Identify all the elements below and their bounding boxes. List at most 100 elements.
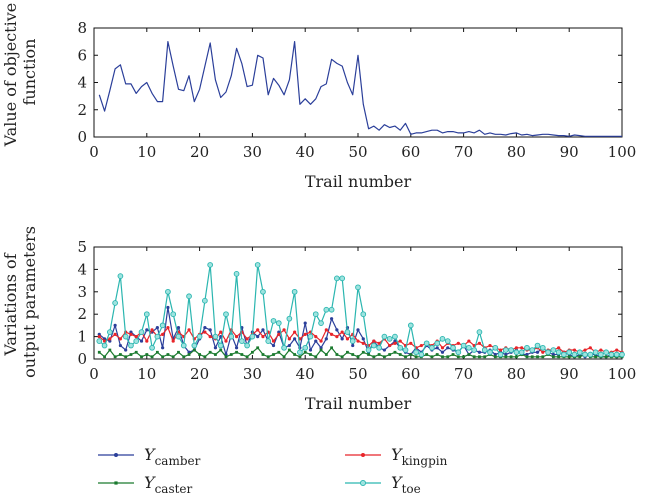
data-point (372, 355, 376, 359)
data-point (251, 350, 254, 354)
data-point (143, 311, 150, 318)
data-point (471, 347, 478, 353)
data-point (492, 344, 499, 351)
data-point (161, 355, 165, 359)
y-tick-label: 4 (77, 260, 87, 278)
data-point (303, 350, 307, 354)
output-variations-chart: 0 10 20 30 40 50 60 70 80 90 100 0 1 2 3 4 5 Trail numbe… (1, 226, 636, 413)
legend-entry-camber: Ycamber (98, 445, 201, 468)
data-point (124, 348, 128, 352)
data-point (282, 328, 286, 332)
x-tick-label: 0 (89, 365, 99, 383)
data-point (314, 335, 318, 339)
data-point (339, 275, 346, 282)
data-point (113, 355, 117, 359)
data-point (604, 355, 608, 359)
data-point (293, 353, 297, 356)
data-point (128, 342, 134, 349)
data-point (238, 338, 245, 344)
data-point (261, 328, 265, 332)
data-point (122, 333, 129, 340)
x-tick-label: 50 (348, 365, 367, 383)
series-objective (98, 40, 622, 137)
data-point (567, 355, 571, 359)
data-point (261, 353, 265, 356)
data-point (530, 355, 534, 359)
data-point (287, 343, 291, 348)
data-point (514, 346, 519, 350)
data-point (466, 344, 472, 351)
data-point (134, 350, 138, 354)
data-point (467, 353, 471, 356)
bottom-y-axis-label-line1: Variations of (1, 252, 20, 356)
data-point (319, 339, 323, 343)
data-point (196, 333, 203, 340)
data-point (270, 318, 277, 324)
data-point (418, 351, 425, 358)
data-point (555, 349, 562, 356)
legend-label-sub: camber (155, 454, 201, 468)
data-point (508, 347, 514, 353)
top-y-axis-label-line2: function (20, 39, 39, 106)
y-tick-label: 4 (77, 74, 87, 92)
data-point (566, 349, 573, 356)
data-point (434, 340, 441, 347)
x-tick-label: 50 (348, 143, 367, 161)
data-point (145, 328, 149, 332)
data-point (487, 349, 493, 356)
data-point (481, 347, 488, 353)
y-tick-label: 6 (77, 46, 87, 64)
data-point (525, 352, 529, 357)
data-point (113, 323, 117, 327)
data-point (504, 355, 508, 359)
data-point (335, 328, 339, 332)
data-point (351, 353, 355, 356)
x-tick-label: 30 (243, 143, 262, 161)
data-point (340, 330, 344, 334)
data-point (203, 326, 207, 330)
data-point (478, 355, 481, 359)
x-tick-label: 0 (89, 143, 99, 161)
legend-entry-kingpin: Ykingpin (345, 445, 448, 468)
data-point (382, 348, 386, 352)
data-point (293, 330, 297, 334)
data-point (298, 355, 302, 359)
data-point (256, 335, 260, 339)
legend-marker (359, 479, 367, 487)
data-point (171, 355, 175, 359)
data-point (119, 353, 122, 356)
data-point (588, 346, 592, 350)
data-point (334, 275, 340, 282)
data-point (541, 350, 545, 354)
data-point (101, 342, 108, 349)
data-point (535, 350, 540, 354)
data-point (386, 335, 393, 342)
data-point (118, 343, 122, 348)
data-point (592, 349, 599, 356)
data-point (361, 350, 365, 354)
data-point (518, 349, 525, 356)
data-point (203, 330, 207, 334)
data-point (133, 338, 140, 344)
series-line-toe (98, 264, 622, 356)
data-point (393, 341, 397, 345)
data-point (335, 353, 339, 356)
data-point (476, 329, 483, 335)
data-point (260, 288, 266, 295)
data-point (214, 353, 217, 356)
x-tick-label: 80 (507, 365, 526, 383)
data-point (446, 355, 450, 359)
legend-label-main: Y (391, 445, 403, 464)
data-point (154, 333, 161, 340)
data-point (515, 355, 518, 359)
data-point (381, 333, 388, 340)
x-tick-label: 60 (401, 365, 420, 383)
data-point (367, 353, 370, 356)
data-point (287, 337, 291, 341)
legend-label-main: Y (391, 473, 403, 492)
data-point (323, 306, 330, 313)
data-point (576, 349, 583, 356)
data-point (402, 347, 409, 353)
y-tick-label: 0 (77, 350, 87, 368)
data-point (224, 355, 228, 359)
